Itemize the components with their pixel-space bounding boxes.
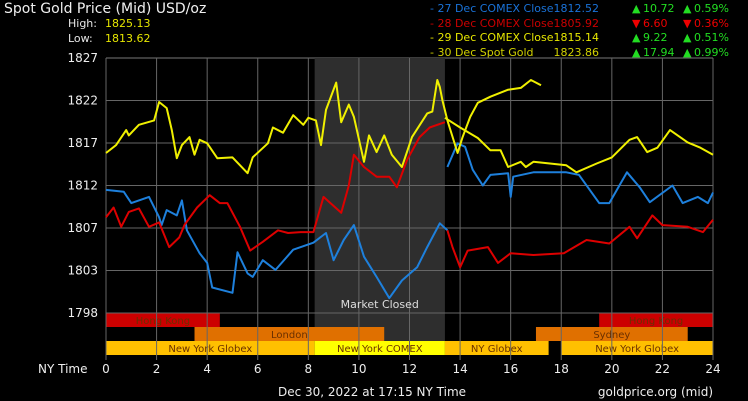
legend-label: - 28 Dec COMEX Close bbox=[430, 16, 554, 30]
session-label: Hong Kong bbox=[136, 316, 190, 327]
session-bar bbox=[561, 341, 713, 355]
x-tick-label: 16 bbox=[503, 362, 518, 376]
session-label: Hong Kong bbox=[629, 316, 683, 327]
x-tick-label: 14 bbox=[452, 362, 467, 376]
high-value: 1825.13 bbox=[105, 17, 151, 30]
x-axis-label: NY Time bbox=[38, 362, 88, 376]
y-tick-label: 1812 bbox=[67, 179, 98, 193]
legend-change: 17.94 bbox=[643, 45, 675, 59]
legend-percent: 0.99% bbox=[694, 45, 729, 59]
x-tick-label: 18 bbox=[554, 362, 569, 376]
legend-value: 1805.92 bbox=[553, 16, 600, 30]
x-tick-label: 0 bbox=[102, 362, 110, 376]
session-bar bbox=[444, 341, 549, 355]
legend-down-arrow-icon: ▼ bbox=[632, 16, 641, 30]
series-line-27-dec-comex-close bbox=[446, 142, 714, 205]
legend-percent: 0.51% bbox=[694, 31, 729, 44]
legend-change: 10.72 bbox=[643, 2, 675, 15]
legend-value: 1815.14 bbox=[553, 31, 600, 44]
legend-label: - 30 Dec Spot Gold bbox=[430, 45, 534, 59]
session-bar bbox=[194, 327, 385, 341]
market-closed-label: Market Closed bbox=[341, 298, 419, 311]
footer-timestamp: Dec 30, 2022 at 17:15 NY Time bbox=[278, 385, 466, 399]
series-line-28-dec-comex-close bbox=[446, 214, 714, 269]
footer-source: goldprice.org (mid) bbox=[598, 385, 713, 399]
y-tick-label: 1798 bbox=[67, 306, 98, 320]
high-label: High: bbox=[68, 17, 97, 30]
y-tick-label: 1822 bbox=[67, 94, 98, 108]
legend-up-arrow-icon: ▲ bbox=[683, 31, 692, 44]
session-label: New York COMEX bbox=[337, 344, 423, 355]
legend-down-arrow-icon: ▼ bbox=[683, 16, 692, 30]
low-label: Low: bbox=[68, 32, 93, 45]
legend-label: - 29 Dec COMEX Close bbox=[430, 31, 554, 44]
series-line-27-dec-comex-close bbox=[105, 188, 449, 300]
series-line-29-dec-comex-close bbox=[444, 116, 714, 174]
x-tick-label: 8 bbox=[305, 362, 313, 376]
legend-label: - 27 Dec COMEX Close bbox=[430, 2, 554, 15]
session-bar bbox=[106, 313, 220, 327]
x-tick-label: 22 bbox=[655, 362, 670, 376]
legend-percent: 0.36% bbox=[694, 16, 729, 30]
x-tick-label: 4 bbox=[203, 362, 211, 376]
legend-up-arrow-icon: ▲ bbox=[632, 45, 641, 59]
session-label: London bbox=[271, 330, 308, 341]
legend-change: 9.22 bbox=[643, 31, 668, 44]
legend-percent: 0.59% bbox=[694, 2, 729, 15]
x-tick-label: 2 bbox=[153, 362, 161, 376]
y-tick-label: 1817 bbox=[67, 136, 98, 150]
session-label: New York Globex bbox=[168, 344, 252, 355]
x-tick-label: 12 bbox=[402, 362, 417, 376]
legend-change: 6.60 bbox=[643, 16, 668, 30]
series-line-28-dec-comex-close bbox=[105, 121, 446, 252]
legend-up-arrow-icon: ▲ bbox=[683, 45, 692, 59]
x-tick-label: 24 bbox=[705, 362, 720, 376]
legend-up-arrow-icon: ▲ bbox=[632, 2, 641, 15]
x-tick-label: 20 bbox=[604, 362, 619, 376]
session-bar bbox=[599, 313, 713, 327]
legend-value: 1812.52 bbox=[553, 2, 600, 15]
chart-title: Spot Gold Price (Mid) USD/oz bbox=[4, 1, 207, 17]
y-tick-label: 1827 bbox=[67, 51, 98, 65]
x-tick-label: 6 bbox=[254, 362, 262, 376]
market-closed-shade bbox=[314, 58, 445, 341]
y-tick-label: 1803 bbox=[67, 264, 98, 278]
session-label: NY Globex bbox=[471, 344, 523, 355]
series-line-30-dec-spot-gold bbox=[105, 79, 542, 175]
y-tick-label: 1807 bbox=[67, 221, 98, 235]
legend-up-arrow-icon: ▲ bbox=[683, 2, 692, 15]
legend-value: 1823.86 bbox=[553, 45, 600, 59]
x-tick-label: 10 bbox=[351, 362, 366, 376]
session-bar bbox=[106, 341, 315, 355]
session-label: New York Globex bbox=[595, 344, 679, 355]
legend-up-arrow-icon: ▲ bbox=[632, 31, 641, 44]
low-value: 1813.62 bbox=[105, 32, 151, 45]
session-bar bbox=[314, 341, 445, 355]
